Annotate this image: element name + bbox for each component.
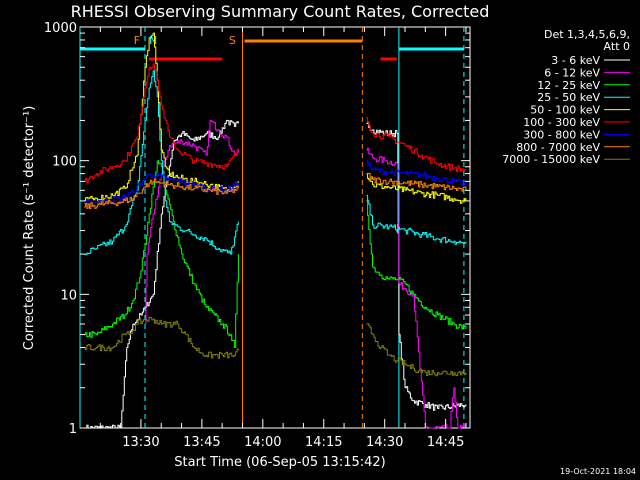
flag-label: N <box>149 34 157 47</box>
legend-header: Det 1,3,4,5,6,9, <box>544 28 630 41</box>
flag-label: S <box>229 34 236 47</box>
axes-ticks: 1 10 100 1000 13:30 13:45 14:00 14:15 14:30 14:45 <box>44 21 470 450</box>
y-tick-label: 1 <box>69 422 77 437</box>
legend-header: Att 0 <box>604 40 630 53</box>
flag-label: F <box>134 34 140 47</box>
y-tick-label: 1000 <box>44 21 77 36</box>
x-tick-label: 14:00 <box>244 435 281 450</box>
x-tick-label: 13:30 <box>122 435 159 450</box>
legend-entry-label: 100 - 300 keV <box>523 116 600 129</box>
y-axis-label: Corrected Count Rate (s⁻¹ detector⁻¹) <box>22 106 37 351</box>
series-3-line <box>84 70 467 256</box>
legend-entry-label: 800 - 7000 keV <box>516 141 600 154</box>
series-8-line <box>84 316 467 377</box>
legend-entry-label: 25 - 50 keV <box>537 91 600 104</box>
series-7-line <box>84 172 467 209</box>
chart-title: RHESSI Observing Summary Count Rates, Co… <box>71 2 490 21</box>
timestamp: 19-Oct-2021 18:04 <box>560 467 636 476</box>
y-tick-label: 10 <box>60 288 77 303</box>
legend-entry-label: 300 - 800 keV <box>523 128 600 141</box>
x-tick-label: 13:45 <box>183 435 220 450</box>
legend-entry-label: 12 - 25 keV <box>537 79 600 92</box>
series-1-line <box>145 119 467 429</box>
x-axis-label: Start Time (06-Sep-05 13:15:42) <box>174 455 385 470</box>
legend-entry-label: 7000 - 15000 keV <box>502 153 600 166</box>
x-tick-label: 14:15 <box>305 435 342 450</box>
legend-entry-label: 6 - 12 keV <box>544 66 600 79</box>
series-2-line <box>84 160 467 348</box>
x-tick-label: 14:45 <box>427 435 464 450</box>
x-tick-label: 14:30 <box>366 435 403 450</box>
series-lines <box>84 32 467 429</box>
time-markers <box>79 27 465 428</box>
y-tick-label: 100 <box>52 155 77 170</box>
legend-entry-label: 3 - 6 keV <box>551 54 600 67</box>
series-5-line <box>84 63 467 184</box>
legend-entry-label: 50 - 100 keV <box>530 104 600 117</box>
